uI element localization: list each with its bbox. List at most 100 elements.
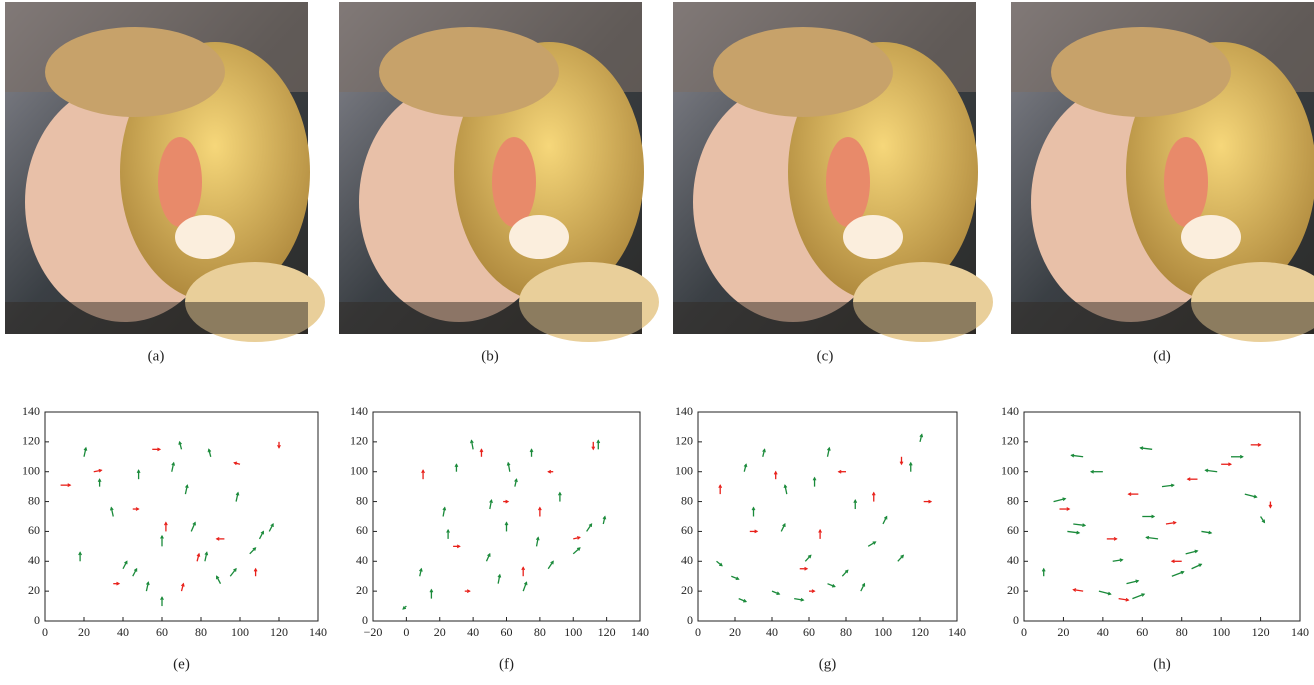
arrow [1205,469,1217,472]
arrow [900,457,903,464]
arrow [781,524,785,531]
arrow [1132,594,1144,599]
arrow [113,582,119,585]
arrow [920,434,923,441]
y-tick-label: 100 [675,463,693,477]
caption: (g) [819,656,837,672]
arrow [490,500,493,509]
arrow [503,500,508,503]
y-tick-label: 0 [34,613,40,627]
arrow [185,485,188,494]
arrow [784,485,787,494]
arrow [522,567,525,576]
arrow [230,569,236,576]
caption: (e) [173,656,190,672]
photo [339,2,659,342]
arrow [453,545,460,548]
x-tick-label: 60 [803,625,815,639]
arrow [854,500,857,509]
arrow [79,552,82,561]
x-tick-label: 40 [1097,625,1109,639]
arrow [1269,502,1272,508]
arrow [250,548,256,554]
arrow [217,537,225,540]
arrow [603,517,606,524]
arrow [61,484,71,487]
x-tick-label: 120 [598,625,616,639]
arrow [515,479,518,486]
x-tick-label: 140 [309,625,327,639]
y-tick-label: 120 [350,434,368,448]
arrow [1073,589,1083,592]
arrow [548,470,553,473]
arrow [1188,478,1198,481]
arrow [217,576,221,583]
arrow [465,590,470,593]
arrow [179,442,182,449]
arrow [94,469,102,472]
arrow [573,548,580,554]
x-tick-label: 140 [631,625,649,639]
arrow [1091,470,1103,473]
arrow [447,530,450,539]
arrow [872,493,875,502]
arrow [1146,536,1158,539]
x-tick-label: 80 [534,625,546,639]
y-tick-label: 80 [28,493,40,507]
arrow [1099,591,1111,595]
arrow [1221,463,1231,466]
y-tick-label: 100 [350,463,368,477]
x-tick-label: 100 [231,625,249,639]
caption: (a) [148,348,165,364]
arrow [236,493,239,502]
arrow [909,463,912,472]
arrow [1140,447,1152,450]
arrow [278,442,281,448]
y-tick-label: 20 [1007,583,1019,597]
y-tick-label: 20 [28,583,40,597]
arrow [861,584,865,591]
y-tick-label: 140 [1001,404,1019,418]
x-tick-label: 20 [434,625,446,639]
arrow [133,569,137,576]
arrow [480,449,483,456]
x-tick-label: 100 [564,625,582,639]
arrow [110,508,113,517]
arrow [1067,531,1079,534]
y-tick-label: 80 [356,493,368,507]
y-tick-label: 120 [675,434,693,448]
arrow [1142,515,1154,518]
y-tick-label: 140 [675,404,693,418]
arrow [443,508,446,517]
y-tick-label: 80 [1007,493,1019,507]
arrow [455,464,458,471]
x-tick-label: 80 [1176,625,1188,639]
arrow [731,576,738,579]
arrow [772,591,779,594]
arrow [260,531,264,538]
arrow [498,575,501,584]
arrow [172,463,175,472]
x-tick-label: 60 [501,625,513,639]
y-tick-label: 140 [350,404,368,418]
arrow [1107,537,1117,540]
y-tick-label: 60 [28,523,40,537]
y-tick-label: 120 [1001,434,1019,448]
arrow [744,464,747,471]
x-tick-label: 100 [1212,625,1230,639]
arrow [1113,559,1123,562]
arrow [137,470,140,479]
x-tick-label: 120 [270,625,288,639]
x-tick-label: 60 [1136,625,1148,639]
arrow [839,470,846,473]
arrow [1172,560,1182,563]
arrow [794,598,803,601]
arrow [1162,484,1174,487]
arrow [98,479,101,486]
arrow [573,537,580,540]
caption: (h) [1153,656,1171,672]
y-tick-label: 0 [1013,613,1019,627]
y-tick-label: 40 [1007,553,1019,567]
arrow [422,470,425,479]
x-tick-label: 0 [695,625,701,639]
